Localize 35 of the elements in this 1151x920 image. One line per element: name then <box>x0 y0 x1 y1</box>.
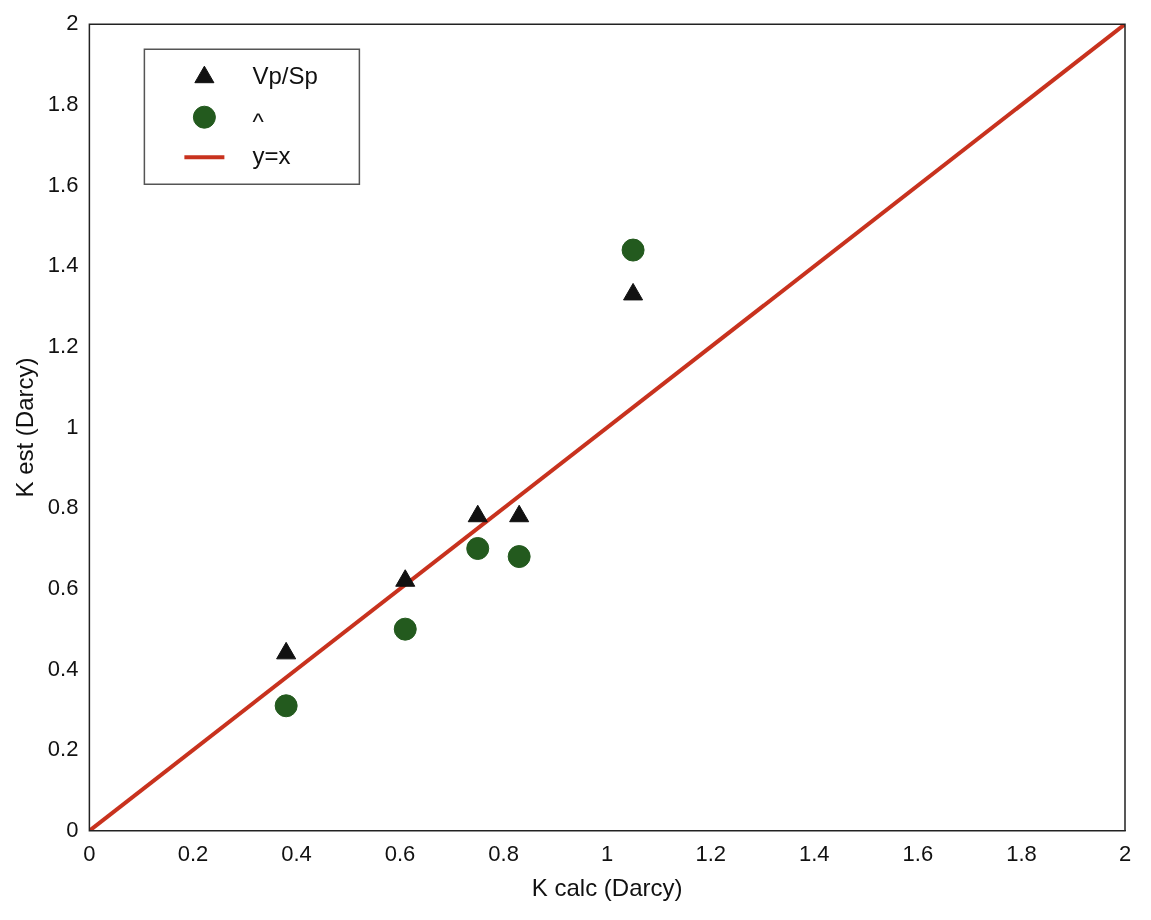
point <box>623 282 644 301</box>
y-tick-label: 0.4 <box>47 655 79 681</box>
x-tick-label: 2 <box>1118 841 1132 867</box>
y-tick-label: 0 <box>66 816 79 842</box>
point <box>466 536 490 560</box>
x-tick-label: 1.2 <box>695 841 727 867</box>
y-tick-label: 1.4 <box>47 252 79 278</box>
y-tick-label: 1.8 <box>47 90 79 116</box>
y-tick-label: 1.2 <box>47 332 79 358</box>
legend-label: ^ <box>252 107 265 135</box>
x-tick-label: 1 <box>601 841 614 867</box>
y-tick-label: 0.6 <box>47 574 79 600</box>
x-tick-label: 0.2 <box>177 841 209 867</box>
point <box>467 504 488 523</box>
x-tick-label: 0 <box>83 841 96 867</box>
x-tick-label: 0.6 <box>384 841 416 867</box>
y-tick-label: 0.2 <box>47 736 79 762</box>
point <box>509 504 530 523</box>
point <box>395 569 416 587</box>
y-tick-label: 0.8 <box>47 494 79 520</box>
x-tick-label: 1.4 <box>799 841 830 867</box>
x-tick-label: 1.6 <box>902 841 934 867</box>
x-tick-label: 0.4 <box>281 841 312 867</box>
x-tick-label: 0.8 <box>488 841 519 867</box>
y-tick-label: 1.6 <box>47 171 79 197</box>
point <box>274 694 298 718</box>
y-axis-title: K est (Darcy) <box>11 357 39 498</box>
x-tick-label: 1.8 <box>1006 841 1037 867</box>
legend-label: Vp/Sp <box>252 61 318 89</box>
legend-label: y=x <box>252 141 291 169</box>
y-tick-label: 2 <box>66 10 79 36</box>
point <box>507 545 531 569</box>
point <box>393 617 417 641</box>
y-tick-label: 1 <box>66 413 79 439</box>
x-axis-title: K calc (Darcy) <box>531 874 683 902</box>
